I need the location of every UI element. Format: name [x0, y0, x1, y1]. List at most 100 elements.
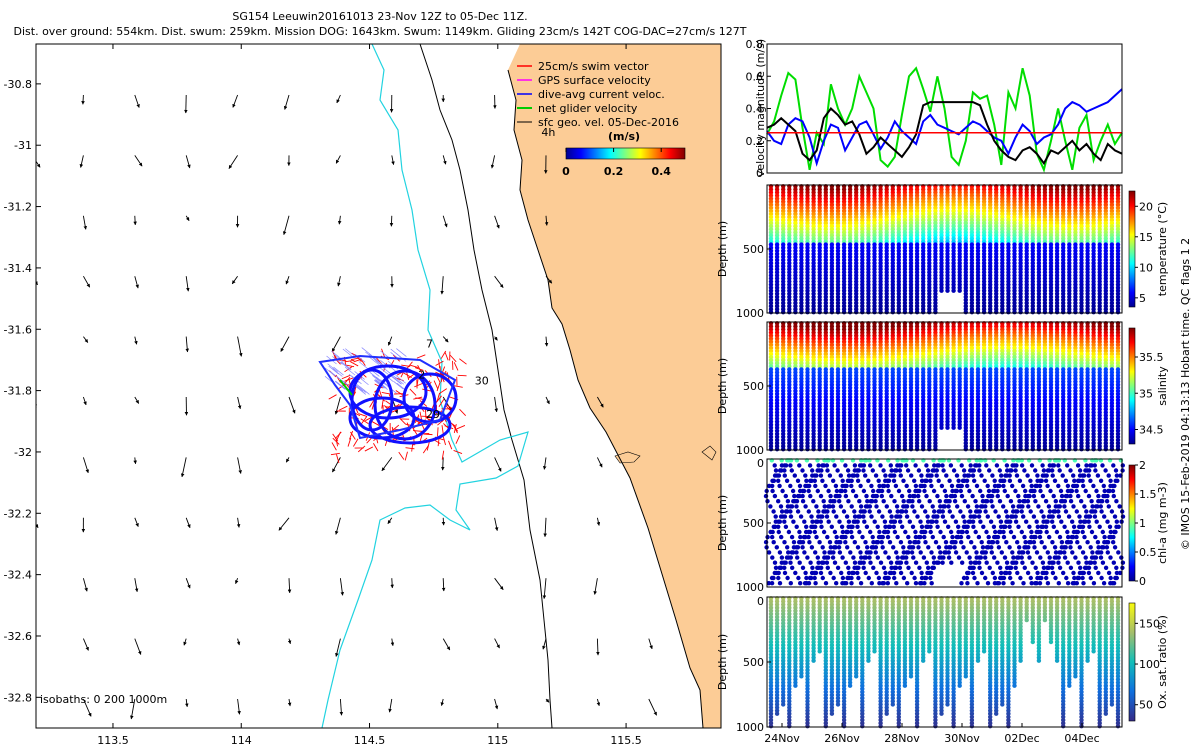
- profile-sample: [781, 242, 786, 247]
- surface-vector: [542, 457, 547, 470]
- swim-vector: [423, 433, 433, 436]
- surface-vector: [339, 578, 345, 596]
- profile-sample: [1067, 310, 1072, 315]
- speed-colorbar-ticks: 0 0.2 0.4: [562, 148, 671, 178]
- profile-sample: [787, 224, 792, 229]
- profile-sample: [787, 260, 792, 266]
- surface-vector: [596, 638, 600, 656]
- section-colorbar-tick-label: 10: [1139, 261, 1153, 274]
- profile-sample: [994, 447, 999, 452]
- profile-sample: [774, 245, 780, 250]
- surface-vector: [130, 698, 136, 720]
- profile-sample: [933, 447, 938, 452]
- land: [508, 44, 721, 728]
- profile-sample: [1012, 310, 1017, 315]
- profile-sample: [1061, 447, 1066, 452]
- profile-sample: [774, 214, 780, 220]
- swim-vector: [341, 374, 351, 380]
- profile-sample: [805, 193, 810, 198]
- profile-sample: [817, 254, 822, 260]
- gps-vector: [372, 375, 383, 384]
- profile-sample: [787, 279, 792, 284]
- profile-sample: [805, 310, 810, 315]
- swim-vector: [438, 398, 445, 408]
- profile-sample: [1079, 310, 1084, 315]
- profile-sample: [890, 310, 895, 315]
- legend-entry-gps: GPS surface velocity: [517, 74, 651, 87]
- profile-sample: [817, 297, 822, 303]
- profile-sample: [787, 297, 792, 303]
- profile-sample: [1030, 310, 1036, 315]
- profile-sample: [799, 190, 804, 195]
- map-xtick-label: 115: [487, 734, 508, 747]
- profile-sample: [774, 267, 780, 272]
- profile-sample: [774, 190, 780, 195]
- surface-vector: [82, 396, 87, 406]
- profile-sample: [768, 248, 774, 253]
- profile-sample: [793, 190, 798, 195]
- swim-vector: [435, 360, 444, 366]
- profile-sample: [787, 270, 792, 275]
- surface-vector: [332, 457, 341, 473]
- profile-sample: [793, 288, 798, 293]
- surface-vector: [134, 638, 142, 655]
- surface-vector: [27, 457, 32, 474]
- profile-sample: [811, 297, 816, 303]
- swim-vector: [419, 411, 423, 421]
- profile-sample: [811, 233, 816, 238]
- profile-sample: [799, 242, 804, 247]
- swim-vector: [411, 426, 418, 436]
- gps-vector: [340, 361, 351, 371]
- profile-sample: [817, 257, 822, 263]
- surface-vector: [185, 215, 190, 222]
- profile-sample: [805, 220, 810, 226]
- gps-vector: [331, 350, 342, 360]
- profile-sample: [768, 257, 774, 263]
- profile-sample: [1000, 310, 1005, 315]
- profile-sample: [781, 300, 786, 306]
- profile-sample: [963, 447, 968, 452]
- profile-sample: [793, 214, 798, 220]
- surface-vector: [543, 517, 547, 538]
- swim-vector: [416, 354, 426, 359]
- profile-sample: [768, 227, 774, 232]
- swim-vector: [373, 443, 379, 452]
- profile-sample: [805, 190, 810, 195]
- profile-sample: [787, 267, 792, 272]
- profile-sample: [799, 205, 804, 210]
- profile-sample: [768, 233, 774, 238]
- profile-sample: [799, 276, 804, 281]
- profile-sample: [854, 310, 859, 315]
- surface-vector: [494, 457, 502, 472]
- section-colorbar-tick-label: 15: [1139, 231, 1153, 244]
- map-xtick-label: 114.5: [354, 734, 386, 747]
- surface-vector: [648, 698, 657, 716]
- legend-label-sfc: sfc geo. vel. 05-Dec-2016: [538, 116, 679, 129]
- profile-sample: [1036, 310, 1042, 315]
- profile-sample: [860, 310, 865, 315]
- profile-sample: [811, 270, 816, 275]
- profile-sample: [774, 193, 780, 198]
- profile-sample: [768, 242, 774, 247]
- swim-vector: [358, 413, 367, 417]
- profile-sample: [1042, 447, 1048, 452]
- swim-vector: [350, 431, 356, 440]
- profile-sample: [781, 254, 786, 260]
- profile-sample: [823, 220, 828, 226]
- profile-sample: [1073, 310, 1078, 315]
- surface-vector: [134, 336, 138, 345]
- gps-vector: [358, 361, 369, 370]
- profile-sample: [805, 297, 810, 303]
- profile-sample: [945, 288, 950, 293]
- profile-sample: [787, 227, 792, 232]
- surface-vector: [232, 94, 239, 108]
- profile-sample: [817, 447, 822, 452]
- profile-sample: [823, 279, 828, 284]
- profile-sample: [811, 236, 816, 241]
- swim-vector: [398, 451, 405, 460]
- profile-sample: [768, 254, 774, 260]
- profile-sample: [793, 260, 798, 266]
- profile-sample: [823, 276, 828, 281]
- profile-sample: [817, 202, 822, 207]
- isobath-1000m: [321, 44, 529, 728]
